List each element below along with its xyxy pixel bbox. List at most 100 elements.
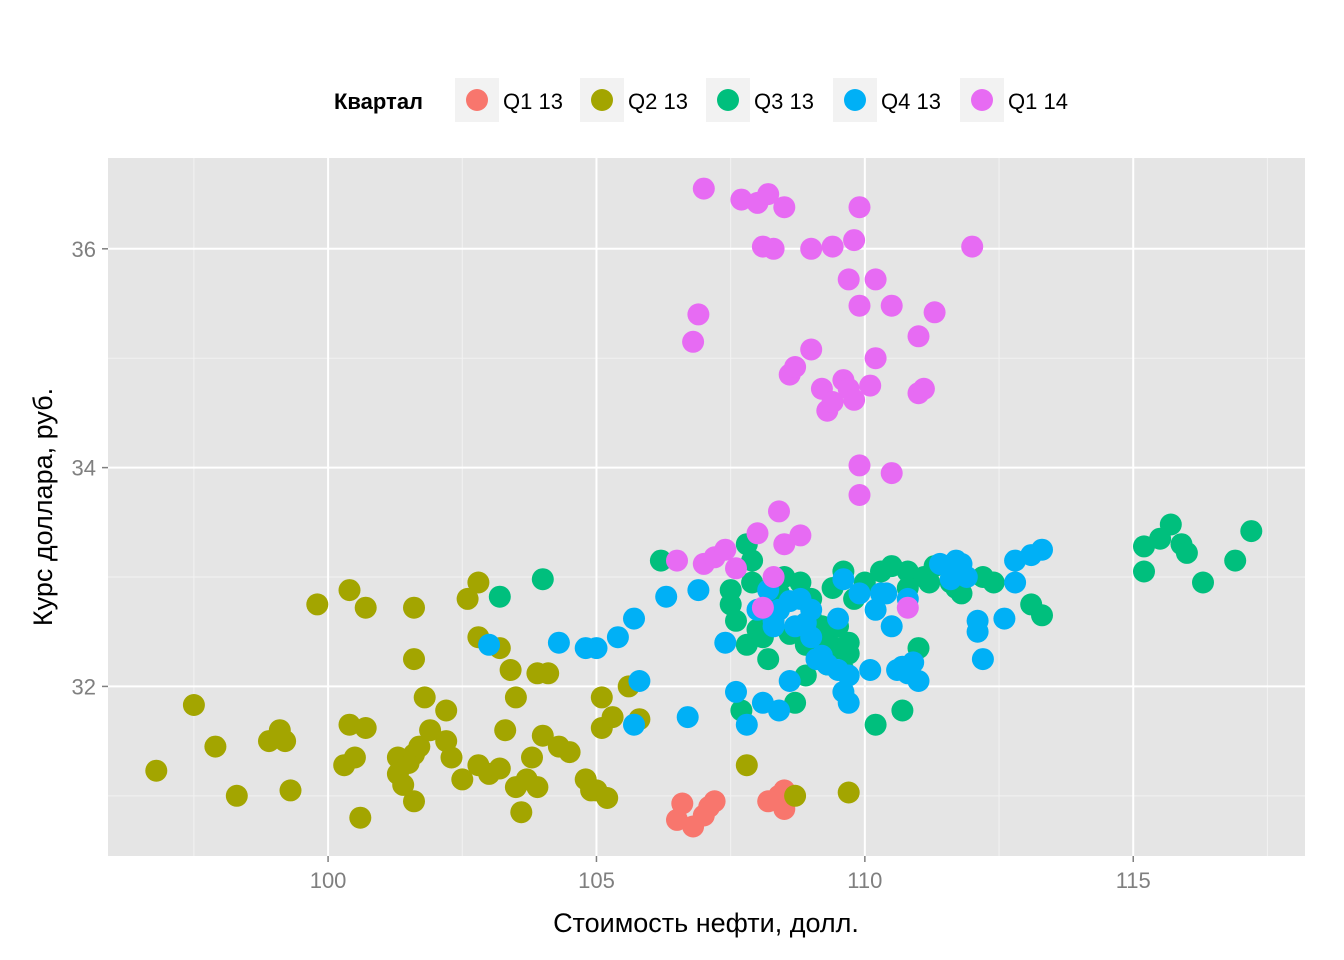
data-point [762, 237, 785, 260]
data-point [891, 699, 914, 722]
data-point [800, 338, 823, 361]
data-point [440, 746, 463, 769]
data-point [488, 585, 511, 608]
data-point [1192, 571, 1214, 594]
data-point [403, 596, 425, 619]
data-point [1031, 604, 1053, 627]
data-point [827, 607, 849, 630]
data-point [773, 533, 796, 556]
legend-label: Q3 13 [754, 89, 814, 114]
data-point [837, 664, 860, 687]
legend-key [466, 89, 488, 111]
data-point [204, 735, 227, 758]
data-point [547, 631, 570, 654]
data-point [751, 596, 774, 619]
data-point [859, 659, 882, 681]
legend-label: Q4 13 [881, 89, 941, 114]
data-point [628, 670, 651, 692]
data-point [682, 330, 705, 353]
data-point [1175, 541, 1198, 564]
data-point [848, 582, 871, 605]
data-point [1004, 571, 1027, 594]
data-point [955, 566, 978, 588]
data-point [982, 571, 1005, 594]
data-point [907, 670, 930, 692]
data-point [966, 609, 989, 632]
data-point [403, 790, 425, 813]
data-point [837, 631, 860, 654]
data-point [800, 626, 823, 649]
data-point [1133, 560, 1155, 583]
data-point [408, 735, 431, 758]
data-point [274, 730, 297, 753]
data-point [435, 699, 458, 722]
data-point [800, 598, 823, 621]
data-point [864, 713, 887, 736]
data-point [601, 706, 624, 729]
data-point [880, 615, 903, 638]
data-point [778, 670, 801, 692]
data-point [354, 717, 377, 739]
y-axis-ticks: 32 34 36 [72, 237, 108, 699]
data-point [585, 637, 608, 660]
data-point [762, 566, 785, 588]
data-point [971, 648, 994, 671]
data-point [1240, 520, 1263, 543]
data-point [1159, 513, 1182, 536]
data-point [843, 388, 866, 411]
data-point [338, 579, 361, 602]
data-point [692, 177, 715, 200]
data-point [456, 587, 479, 610]
data-point [349, 806, 372, 829]
data-point [590, 686, 613, 709]
data-point [746, 522, 769, 545]
data-point [993, 607, 1016, 630]
legend-label: Q1 14 [1008, 89, 1068, 114]
data-point [880, 294, 903, 317]
data-point [499, 659, 522, 681]
data-point [451, 768, 474, 791]
data-point [725, 680, 747, 703]
data-point [623, 607, 645, 630]
data-point [864, 268, 887, 291]
data-point [784, 356, 807, 378]
data-point [880, 462, 903, 485]
data-point [875, 582, 898, 605]
data-point [735, 713, 758, 736]
x-tick-label: 115 [1116, 868, 1151, 893]
data-point [392, 773, 415, 796]
data-point [725, 557, 747, 580]
data-point [671, 792, 694, 815]
data-point [837, 781, 860, 804]
data-point [182, 694, 205, 716]
data-point [649, 549, 672, 572]
data-point [757, 183, 780, 206]
data-point [537, 662, 560, 685]
data-point [676, 706, 699, 729]
major-gridlines [108, 158, 1305, 856]
data-point [864, 347, 887, 370]
data-point [306, 593, 329, 616]
data-point [478, 633, 501, 656]
data-point [666, 549, 688, 572]
data-point [912, 377, 935, 400]
data-point [821, 391, 844, 413]
data-point [596, 787, 619, 809]
data-point [531, 724, 554, 747]
data-point [403, 648, 425, 671]
legend-title: Квартал [334, 89, 423, 114]
data-point [354, 596, 377, 619]
data-point [789, 524, 812, 547]
legend-key [591, 89, 613, 111]
data-point [907, 325, 930, 348]
data-point [703, 790, 726, 813]
data-point [837, 691, 860, 714]
data-point [623, 713, 645, 736]
data-point [526, 776, 549, 799]
data-point [413, 686, 436, 709]
data-point [504, 686, 527, 709]
data-point [531, 568, 554, 591]
data-point [821, 235, 844, 258]
legend-label: Q1 13 [503, 89, 563, 114]
